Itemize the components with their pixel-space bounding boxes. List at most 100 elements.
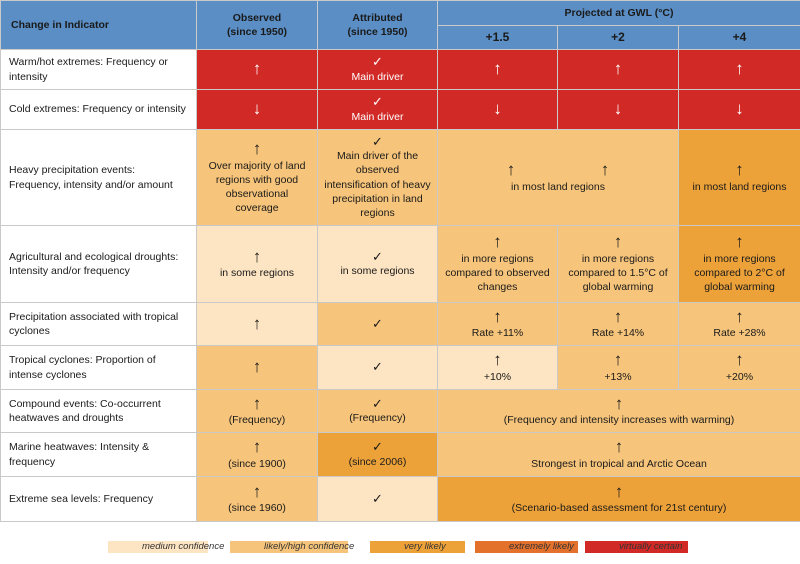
- confidence-legend: medium confidence likely/high confidence…: [0, 541, 800, 561]
- projected-1-5-cell: ↑ in more regions compared to observed ch…: [437, 225, 558, 303]
- projected-4-cell: ↑ +20%: [678, 345, 800, 390]
- projected-2-cell: ↑ +13%: [557, 345, 679, 390]
- table-row: Warm/hot extremes: Frequency or intensit…: [0, 49, 800, 90]
- header-gwl-2: +2: [557, 25, 679, 50]
- arrow-up-icon: ↑: [252, 357, 262, 377]
- arrow-up-icon: ↑: [735, 59, 744, 79]
- legend-swatch: [370, 541, 465, 553]
- projected-1-5-2-cell: ↑ ↑ in most land regions: [437, 129, 679, 226]
- table-row: Agricultural and ecological droughts: In…: [0, 225, 800, 303]
- check-icon: ✓: [372, 439, 383, 455]
- header-observed: Observed (since 1950): [196, 0, 318, 50]
- row-label: Marine heatwaves: Intensity & frequency: [0, 432, 197, 477]
- arrow-up-icon: ↑: [252, 313, 262, 333]
- legend-swatch: [108, 541, 208, 553]
- arrow-up-icon: ↑: [613, 232, 623, 252]
- climate-indicator-table: Change in Indicator Observed (since 1950)…: [0, 0, 800, 522]
- projected-2-cell: ↑: [557, 49, 679, 90]
- arrow-up-icon: ↑: [493, 232, 502, 252]
- projected-2-cell: ↓: [557, 89, 679, 130]
- check-icon: ✓: [372, 315, 383, 331]
- projected-all-cell: ↑ (Frequency and intensity increases with…: [437, 389, 800, 433]
- arrow-up-icon: ↑: [252, 59, 262, 79]
- arrow-up-icon: ↑: [614, 437, 624, 457]
- attributed-cell: ✓ Main driver: [317, 49, 438, 90]
- projected-2-cell: ↑ Rate +14%: [557, 302, 679, 346]
- check-icon: ✓: [372, 395, 383, 411]
- arrow-up-icon: ↑: [735, 232, 744, 252]
- table-row: Heavy precipitation events: Frequency, i…: [0, 129, 800, 226]
- legend-swatch: [230, 541, 348, 553]
- legend-item-very-likely: very likely: [370, 541, 470, 555]
- arrow-up-icon: ↑: [735, 306, 744, 326]
- observed-cell: ↓: [196, 89, 318, 130]
- check-icon: ✓: [372, 94, 383, 110]
- table-row: Precipitation associated with tropical c…: [0, 302, 800, 346]
- observed-cell: ↑ (since 1960): [196, 476, 318, 522]
- attributed-cell: ✓ in some regions: [317, 225, 438, 303]
- table-row: Compound events: Co-occurrent heatwaves …: [0, 389, 800, 433]
- projected-4-cell: ↑ in more regions compared to 2°C of glob…: [678, 225, 800, 303]
- attributed-cell: ✓: [317, 345, 438, 390]
- attributed-cell: ✓ (Frequency): [317, 389, 438, 433]
- attributed-cell: ✓: [317, 302, 438, 346]
- arrow-up-icon: ↑: [614, 481, 624, 501]
- attributed-cell: ✓ Main driver: [317, 89, 438, 130]
- row-label: Extreme sea levels: Frequency: [0, 476, 197, 522]
- table-row: Marine heatwaves: Intensity & frequency …: [0, 432, 800, 477]
- arrow-up-icon: ↑: [735, 160, 744, 180]
- projected-1-5-cell: ↑: [437, 49, 558, 90]
- projected-4-cell: ↑ in most land regions: [678, 129, 800, 226]
- projected-1-5-cell: ↓: [437, 89, 558, 130]
- arrow-up-icon: ↑: [613, 306, 623, 326]
- projected-4-cell: ↑ Rate +28%: [678, 302, 800, 346]
- arrow-down-icon: ↓: [735, 99, 744, 119]
- projected-all-cell: ↑ Strongest in tropical and Arctic Ocean: [437, 432, 800, 477]
- arrow-up-icon: ↑: [493, 306, 502, 326]
- arrow-up-icon: ↑: [252, 393, 262, 413]
- projected-1-5-cell: ↑ Rate +11%: [437, 302, 558, 346]
- projected-4-cell: ↑: [678, 49, 800, 90]
- observed-cell: ↑: [196, 345, 318, 390]
- legend-item-likely: likely/high confidence: [230, 541, 360, 555]
- header-gwl-4: +4: [678, 25, 800, 50]
- projected-4-cell: ↓: [678, 89, 800, 130]
- arrow-up-icon: ↑: [252, 481, 262, 501]
- row-label: Heavy precipitation events: Frequency, i…: [0, 129, 197, 226]
- arrow-up-icon: ↑: [735, 350, 744, 370]
- legend-swatch: [585, 541, 688, 553]
- arrow-up-icon: ↑: [613, 59, 623, 79]
- attributed-cell: ✓ Main driver of the observed intensifica…: [317, 129, 438, 226]
- observed-cell: ↑ in some regions: [196, 225, 318, 303]
- check-icon: ✓: [372, 54, 383, 70]
- row-label: Compound events: Co-occurrent heatwaves …: [0, 389, 197, 433]
- table-row: Tropical cyclones: Proportion of intense…: [0, 345, 800, 390]
- table-row: Cold extremes: Frequency or intensity ↓ …: [0, 89, 800, 130]
- row-label: Warm/hot extremes: Frequency or intensit…: [0, 49, 197, 90]
- arrow-up-icon: ↑: [252, 437, 262, 457]
- legend-item-extremely-likely: extremely likely: [475, 541, 585, 555]
- arrow-up-icon: ↑: [614, 393, 624, 413]
- table-row: Extreme sea levels: Frequency ↑ (since 19…: [0, 476, 800, 522]
- arrow-up-icon: ↑: [493, 350, 502, 370]
- legend-item-medium: medium confidence: [108, 541, 224, 555]
- header-indicator: Change in Indicator: [0, 0, 197, 50]
- observed-cell: ↑ (Frequency): [196, 389, 318, 433]
- projected-2-cell: ↑ in more regions compared to 1.5°C of gl…: [557, 225, 679, 303]
- legend-item-virtually-certain: virtually certain: [585, 541, 700, 555]
- projected-all-cell: ↑ (Scenario-based assessment for 21st cen…: [437, 476, 800, 522]
- check-icon: ✓: [372, 359, 383, 375]
- projected-1-5-cell: ↑ +10%: [437, 345, 558, 390]
- header-projected: Projected at GWL (°C): [437, 0, 800, 26]
- row-label: Tropical cyclones: Proportion of intense…: [0, 345, 197, 390]
- arrow-down-icon: ↓: [252, 99, 262, 119]
- arrow-up-icon: ↑: [252, 246, 262, 266]
- arrow-up-icon: ↑: [613, 350, 623, 370]
- legend-swatch: [475, 541, 578, 553]
- observed-cell: ↑: [196, 49, 318, 90]
- arrow-up-icon: ↑: [506, 160, 516, 180]
- row-label: Cold extremes: Frequency or intensity: [0, 89, 197, 130]
- header-gwl-1-5: +1.5: [437, 25, 558, 50]
- arrow-down-icon: ↓: [493, 99, 502, 119]
- check-icon: ✓: [372, 248, 383, 264]
